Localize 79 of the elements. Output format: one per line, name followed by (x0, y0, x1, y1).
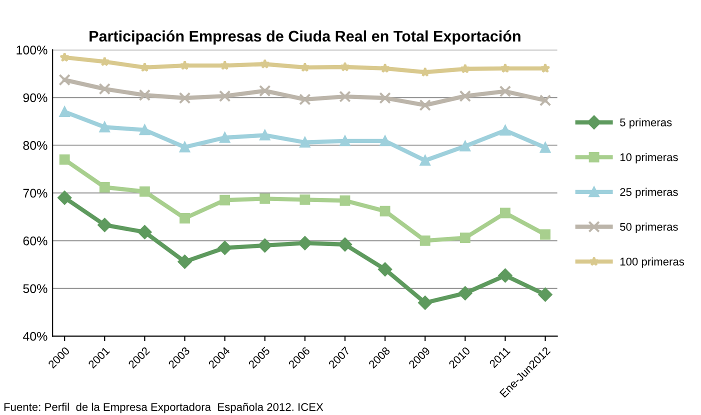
y-tick-label: 90% (23, 93, 48, 102)
point (340, 195, 350, 206)
point (178, 254, 192, 269)
source-note: Fuente: Perfil de la Empresa Exportadora Española 2012. ICEX (4, 402, 324, 414)
point (340, 62, 350, 72)
y-tick-label: 70% (23, 188, 48, 198)
legend-label: 50 primeras (620, 222, 678, 233)
point (258, 238, 272, 252)
point (499, 85, 512, 98)
point (139, 124, 150, 136)
point (300, 137, 310, 148)
point (58, 74, 70, 86)
point (420, 155, 430, 166)
point (380, 206, 390, 216)
point (420, 67, 430, 77)
point (298, 236, 312, 250)
point (460, 64, 470, 74)
point (59, 106, 70, 118)
point (458, 286, 472, 300)
point (380, 63, 390, 73)
point (418, 296, 432, 310)
point (218, 240, 232, 255)
point (500, 208, 510, 218)
point (220, 132, 230, 143)
point (378, 262, 392, 276)
point (299, 94, 311, 106)
point (420, 235, 430, 246)
point (339, 90, 351, 102)
point (100, 56, 110, 66)
y-tick-label: 80% (23, 141, 48, 150)
point (258, 84, 271, 97)
point (540, 229, 550, 240)
point (540, 63, 550, 73)
point (538, 288, 552, 302)
point (180, 142, 190, 152)
legend-label: 100 primeras (620, 257, 684, 268)
point (98, 218, 112, 232)
point (99, 182, 110, 192)
point (500, 125, 510, 136)
point (178, 92, 191, 104)
point (60, 52, 70, 62)
point (98, 83, 111, 95)
point (539, 94, 552, 106)
point (340, 136, 350, 146)
point (498, 268, 512, 282)
point (218, 90, 231, 102)
point (500, 63, 510, 73)
point (460, 232, 470, 244)
y-tick-label: 40% (22, 332, 48, 341)
point (260, 130, 270, 140)
point (460, 140, 470, 152)
y-tick-label: 50% (23, 284, 48, 294)
point (58, 190, 72, 205)
point (260, 193, 270, 204)
point (380, 136, 390, 146)
point (260, 58, 270, 69)
point (140, 62, 150, 72)
point (419, 99, 432, 112)
chart-title: Participación Empresas de Ciuda Real en Total Exportación (90, 30, 520, 45)
legend-label: 25 primeras (620, 188, 678, 198)
point (99, 122, 110, 132)
point (220, 60, 230, 70)
point (220, 194, 230, 206)
point (138, 89, 151, 102)
point (459, 90, 472, 102)
point (180, 213, 190, 224)
y-tick-label: 60% (23, 236, 48, 246)
legend-label: 10 primeras (620, 152, 678, 164)
point (59, 154, 70, 165)
y-tick-label: 100% (16, 46, 48, 54)
point (180, 60, 190, 70)
point (300, 62, 310, 72)
point (540, 142, 550, 153)
legend-label: 5 primeras (620, 118, 672, 129)
point (379, 92, 391, 104)
point (139, 186, 150, 197)
point (300, 194, 310, 205)
point (338, 238, 352, 252)
point (138, 225, 152, 240)
